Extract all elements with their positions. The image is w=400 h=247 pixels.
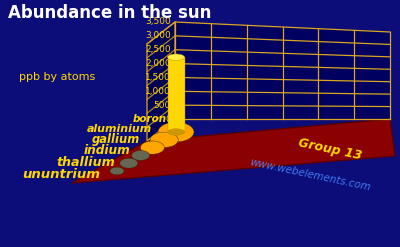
Ellipse shape [168, 129, 184, 135]
Bar [168, 57, 185, 132]
Polygon shape [175, 22, 390, 119]
Text: boron: boron [133, 114, 167, 124]
Text: indium: indium [83, 144, 130, 157]
Text: 3,500: 3,500 [145, 18, 171, 26]
Ellipse shape [158, 122, 194, 142]
Text: 500: 500 [154, 101, 171, 110]
Text: gallium: gallium [92, 132, 140, 145]
Text: ppb by atoms: ppb by atoms [19, 72, 95, 82]
Text: Abundance in the sun: Abundance in the sun [8, 4, 211, 22]
Text: 0: 0 [165, 115, 171, 124]
Polygon shape [147, 22, 175, 141]
Text: 2,500: 2,500 [145, 45, 171, 54]
Polygon shape [72, 119, 395, 183]
Text: thallium: thallium [56, 156, 115, 168]
Ellipse shape [150, 132, 178, 147]
Text: 3,000: 3,000 [145, 31, 171, 40]
Text: 1,500: 1,500 [145, 73, 171, 82]
Ellipse shape [110, 167, 124, 175]
Ellipse shape [140, 141, 164, 154]
Text: www.webelements.com: www.webelements.com [249, 157, 371, 193]
Text: 2,000: 2,000 [145, 59, 171, 68]
Ellipse shape [168, 54, 184, 61]
Ellipse shape [132, 150, 150, 160]
Ellipse shape [120, 158, 138, 168]
Text: ununtrium: ununtrium [22, 168, 100, 182]
Text: 1,000: 1,000 [145, 87, 171, 96]
Text: Group 13: Group 13 [297, 136, 363, 162]
Text: aluminium: aluminium [87, 124, 152, 134]
